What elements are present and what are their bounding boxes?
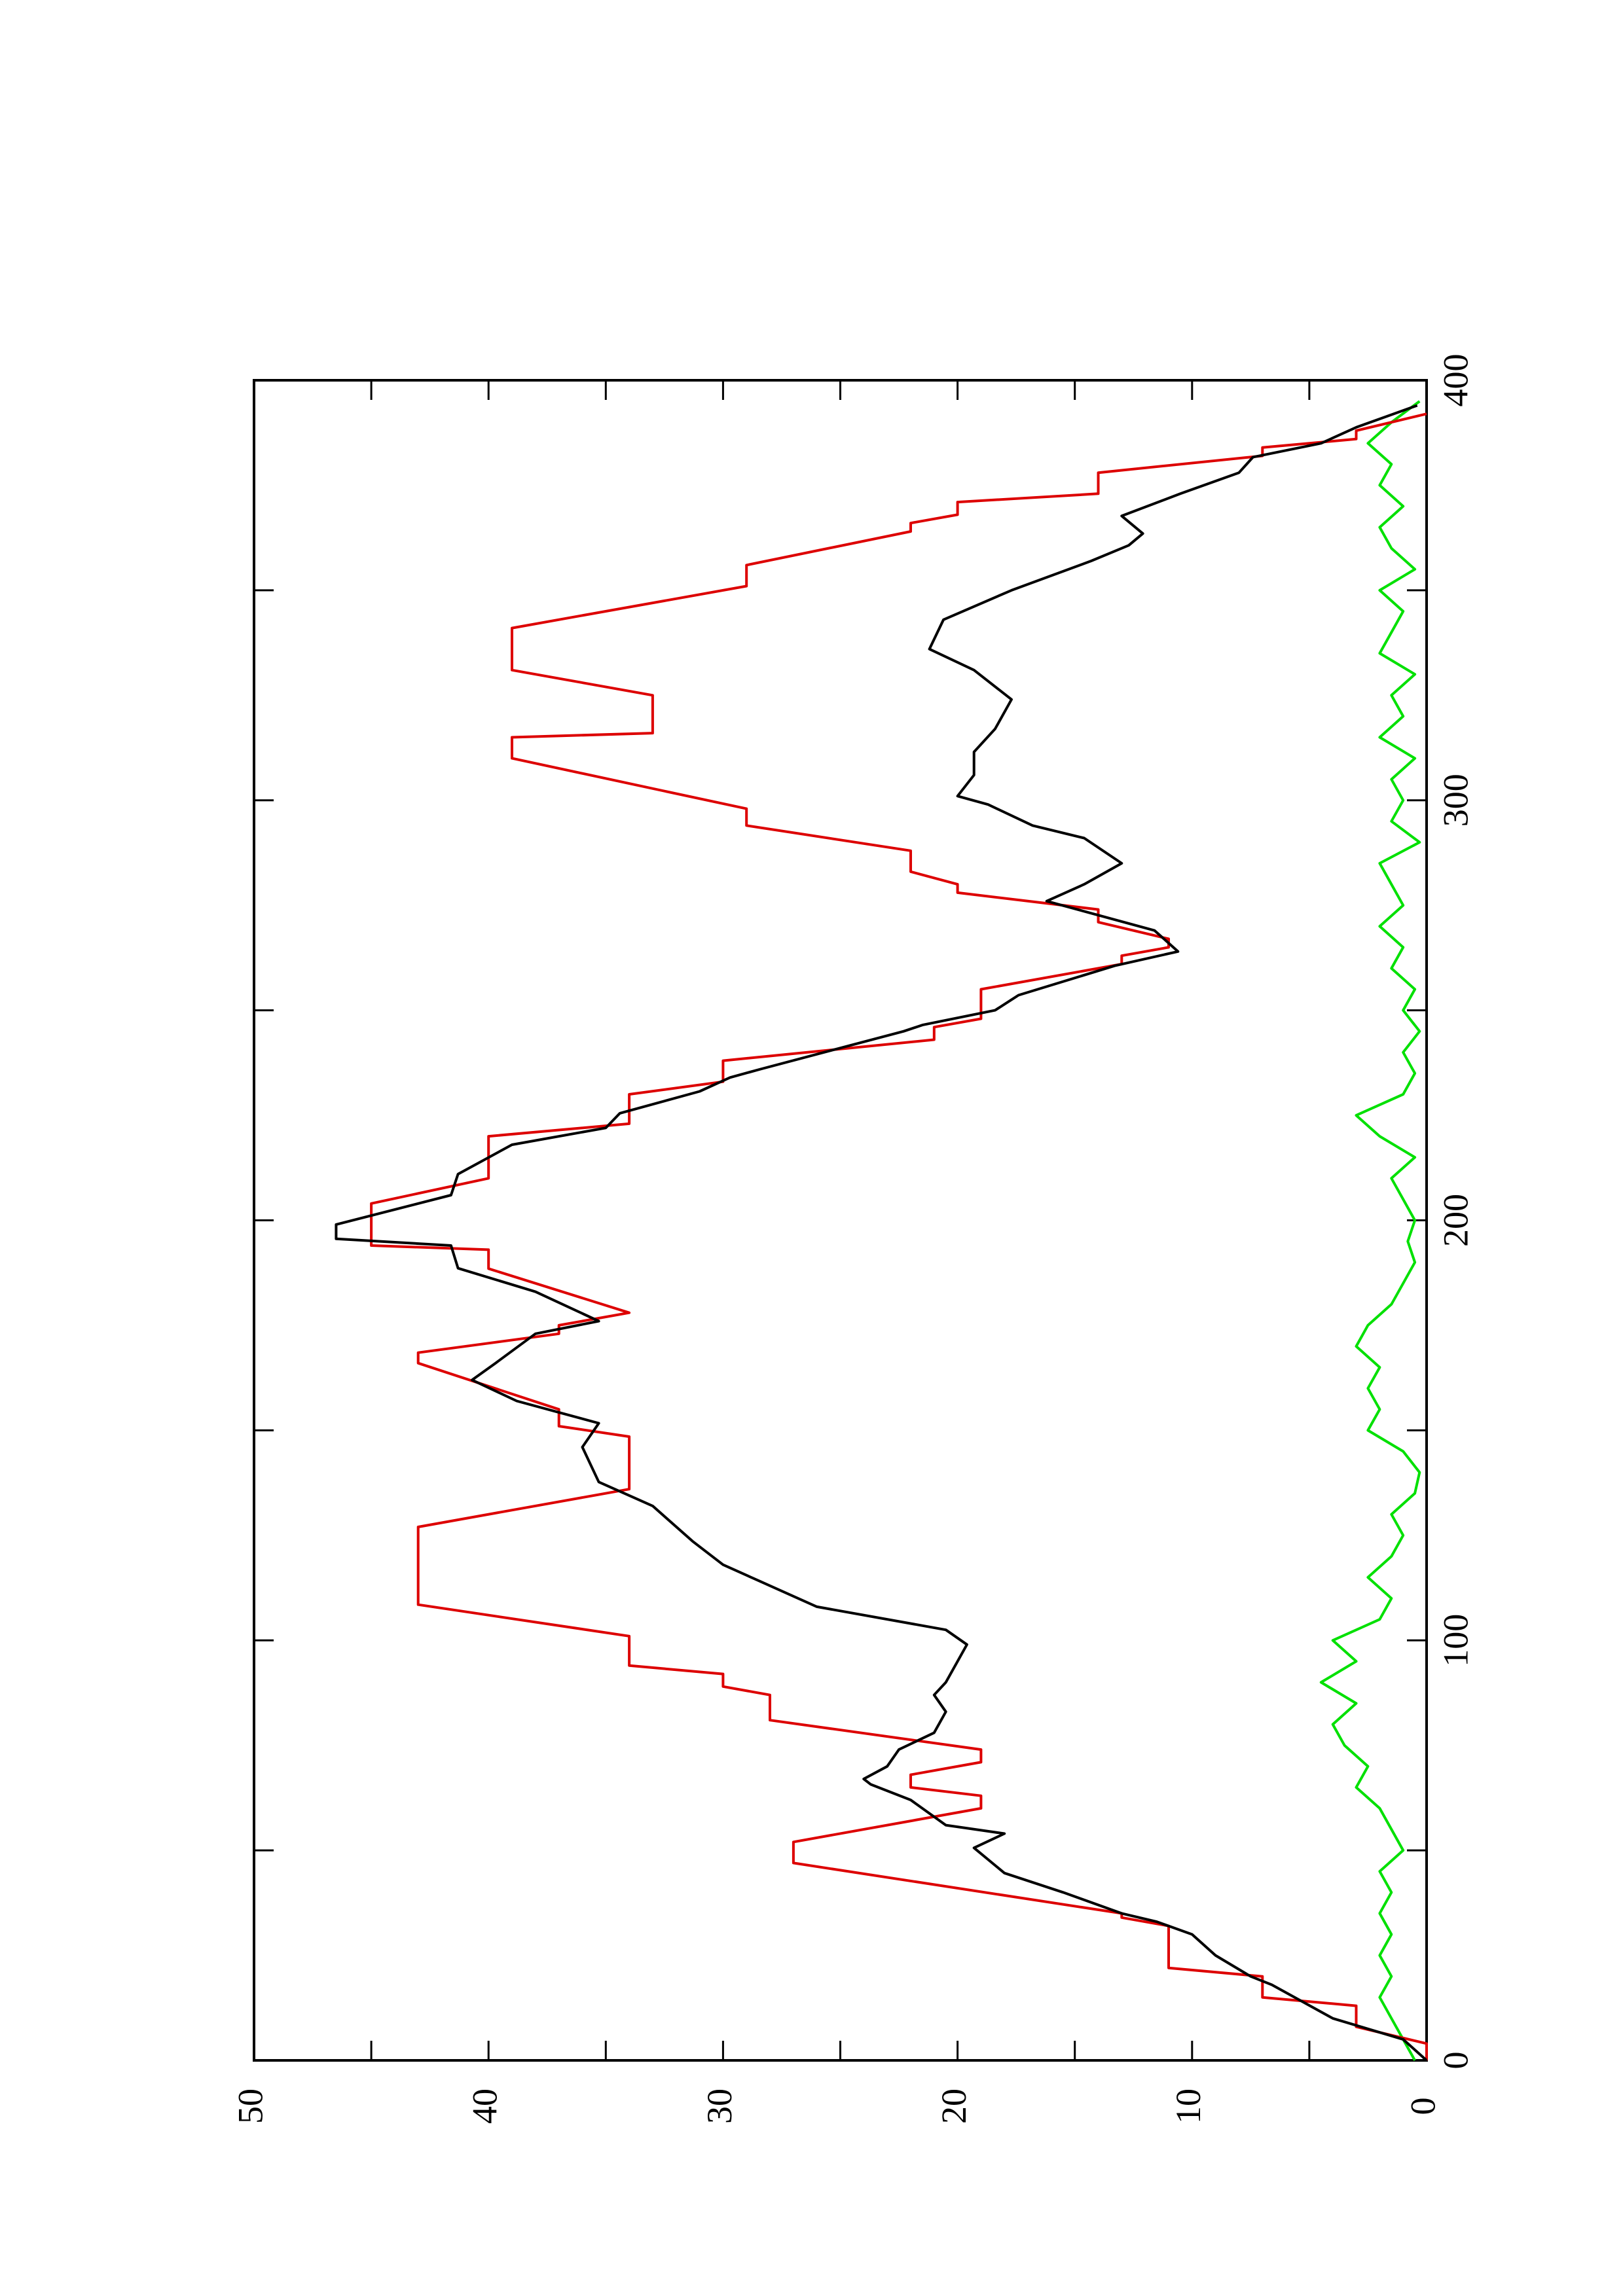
- series-line: [335, 404, 1428, 2062]
- x-tick-label: 100: [1436, 1614, 1475, 1667]
- series-line: [1319, 400, 1421, 2061]
- x-tick-label: 0: [1436, 2052, 1475, 2070]
- x-tick-label: 400: [1436, 354, 1475, 407]
- y-tick-label: 40: [465, 2089, 505, 2124]
- x-tick-label: 200: [1436, 1194, 1475, 1247]
- y-tick-label: 20: [934, 2089, 974, 2124]
- x-tick-label: 300: [1436, 774, 1475, 827]
- y-tick-label: 50: [230, 2089, 270, 2124]
- y-tick-label: 30: [700, 2089, 739, 2124]
- y-tick-label: 0: [1403, 2098, 1442, 2115]
- y-tick-label: 10: [1169, 2089, 1208, 2124]
